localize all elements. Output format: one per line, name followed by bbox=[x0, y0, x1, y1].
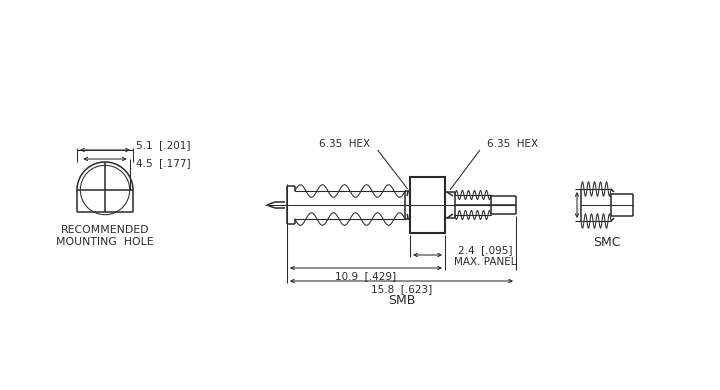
Text: 15.8  [.623]: 15.8 [.623] bbox=[371, 284, 432, 294]
Text: SMB: SMB bbox=[388, 294, 415, 307]
Text: 5.1  [.201]: 5.1 [.201] bbox=[136, 140, 191, 150]
Bar bbox=[410, 177, 445, 233]
Text: SMC: SMC bbox=[593, 236, 621, 250]
Text: MAX. PANEL: MAX. PANEL bbox=[454, 257, 516, 267]
Text: 6.35  HEX: 6.35 HEX bbox=[487, 139, 539, 149]
Text: 4.5  [.177]: 4.5 [.177] bbox=[136, 158, 191, 168]
Text: 10.9  [.429]: 10.9 [.429] bbox=[336, 271, 397, 281]
Text: RECOMMENDED: RECOMMENDED bbox=[60, 225, 149, 235]
Text: MOUNTING  HOLE: MOUNTING HOLE bbox=[56, 237, 154, 247]
Text: 6.35  HEX: 6.35 HEX bbox=[319, 139, 370, 149]
Text: 2.4  [.095]: 2.4 [.095] bbox=[458, 245, 512, 255]
